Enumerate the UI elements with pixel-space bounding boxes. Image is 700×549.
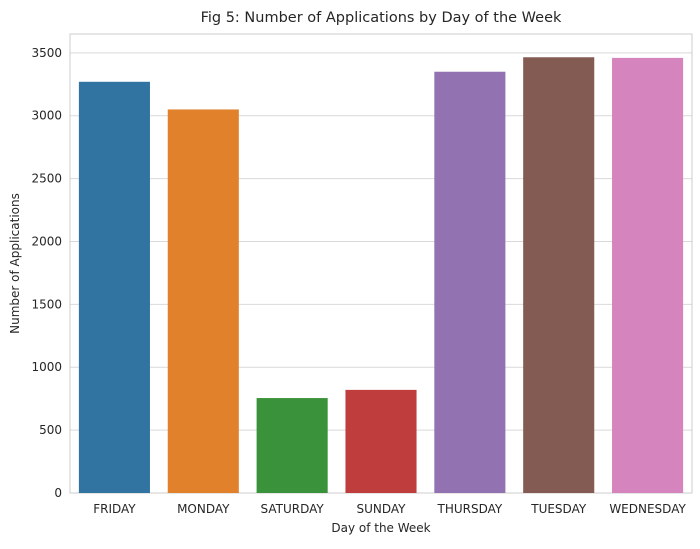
y-tick-label: 3500 [31, 46, 62, 60]
x-tick-label: MONDAY [177, 502, 230, 516]
x-tick-label: SUNDAY [356, 502, 406, 516]
bar-monday [167, 109, 239, 493]
bar-wednesday [612, 57, 684, 493]
y-axis-title: Number of Applications [8, 193, 22, 334]
y-tick-label: 2500 [31, 172, 62, 186]
bar-saturday [256, 398, 328, 493]
bar-tuesday [523, 57, 595, 494]
y-tick-label: 500 [39, 423, 62, 437]
y-tick-label: 0 [54, 486, 62, 500]
y-tick-label: 1000 [31, 360, 62, 374]
x-tick-label: TUESDAY [530, 502, 587, 516]
bar-sunday [345, 389, 417, 493]
y-tick-label: 2000 [31, 234, 62, 248]
y-tick-label: 3000 [31, 109, 62, 123]
x-tick-label: SATURDAY [261, 502, 325, 516]
x-tick-label: THURSDAY [436, 502, 502, 516]
chart-title: Fig 5: Number of Applications by Day of … [201, 10, 562, 26]
x-axis-title: Day of the Week [331, 521, 430, 535]
y-tick-label: 1500 [31, 297, 62, 311]
bars [78, 57, 684, 494]
bar-thursday [434, 71, 506, 494]
x-tick-label: WEDNESDAY [609, 502, 686, 516]
bar-friday [78, 81, 150, 493]
y-axis-ticks: 0 500 1000 1500 2000 2500 3000 3500 [31, 46, 62, 500]
x-axis-ticks: FRIDAY MONDAY SATURDAY SUNDAY THURSDAY TUESDA… [93, 502, 686, 516]
x-tick-label: FRIDAY [93, 502, 136, 516]
